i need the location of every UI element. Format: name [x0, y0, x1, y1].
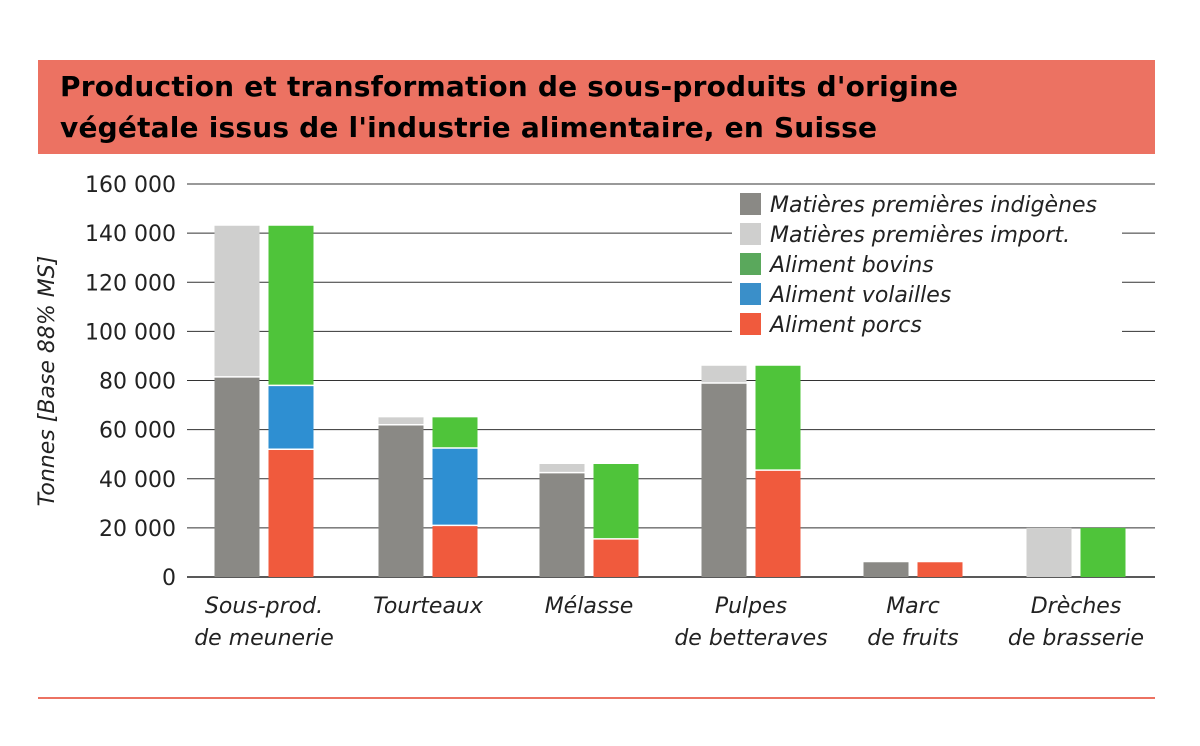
y-tick-label: 160 000: [85, 173, 176, 198]
bar-segment-bovins: [755, 365, 801, 471]
category-label: Drèches: [1031, 594, 1122, 619]
legend-label: Matières premières indigènes: [770, 193, 1097, 218]
y-tick-label: 20 000: [99, 517, 176, 542]
bar-segment-porcs: [917, 562, 963, 577]
bar-segment-indigenes: [701, 382, 747, 577]
y-tick-label: 140 000: [85, 222, 176, 247]
footer-divider: [38, 697, 1155, 699]
legend-swatch: [740, 253, 761, 275]
category-label: de betteraves: [674, 626, 827, 651]
chart-title-banner: Production et transformation de sous-pro…: [38, 60, 1155, 154]
bar-segment-porcs: [432, 525, 478, 577]
bar-segment-bovins: [1080, 527, 1126, 577]
chart-title-line-2: végétale issus de l'industrie alimentair…: [60, 111, 878, 144]
legend-swatch: [740, 283, 761, 305]
legend-label: Aliment volailles: [768, 283, 951, 308]
category-label: de fruits: [867, 626, 958, 651]
bar-segment-bovins: [432, 417, 478, 449]
legend-box: [732, 188, 1122, 343]
bar-segment-bovins: [593, 464, 639, 539]
legend-label: Aliment bovins: [768, 253, 934, 278]
chart-title-line-1: Production et transformation de sous-pro…: [60, 70, 959, 103]
legend-swatch: [740, 193, 761, 215]
bar-segment-indigenes: [539, 472, 585, 577]
bar-segment-porcs: [268, 449, 314, 577]
bar-segment-porcs: [593, 538, 639, 577]
y-tick-label: 100 000: [85, 320, 176, 345]
bar-segment-import: [701, 365, 747, 383]
legend-swatch: [740, 223, 761, 245]
y-tick-label: 0: [162, 566, 176, 591]
category-label: Mélasse: [545, 594, 634, 619]
bar-segment-indigenes: [863, 562, 909, 577]
bar-segment-indigenes: [214, 376, 260, 577]
y-tick-label: 120 000: [85, 271, 176, 296]
bar-segment-volailles: [432, 448, 478, 526]
bar-segment-bovins: [268, 225, 314, 386]
bar-segment-indigenes: [378, 424, 424, 577]
bar-segment-porcs: [755, 470, 801, 577]
y-axis-label: Tonnes [Base 88% MS]: [35, 256, 60, 507]
category-label: Pulpes: [715, 594, 787, 619]
category-label: de meunerie: [194, 626, 334, 651]
bar-segment-volailles: [268, 385, 314, 450]
legend-label: Matières premières import.: [770, 223, 1070, 248]
y-tick-label: 40 000: [99, 468, 176, 493]
category-label: Marc: [886, 594, 940, 619]
bar-segment-import: [378, 417, 424, 425]
category-label: Tourteaux: [373, 594, 484, 619]
category-label: de brasserie: [1008, 626, 1144, 651]
legend-swatch: [740, 313, 761, 335]
bar-segment-import: [539, 464, 585, 473]
bar-segment-import: [214, 225, 260, 377]
category-label: Sous-prod.: [205, 594, 323, 619]
y-tick-label: 60 000: [99, 419, 176, 444]
legend-label: Aliment porcs: [768, 313, 922, 338]
y-tick-label: 80 000: [99, 370, 176, 395]
bar-segment-import: [1026, 527, 1072, 577]
